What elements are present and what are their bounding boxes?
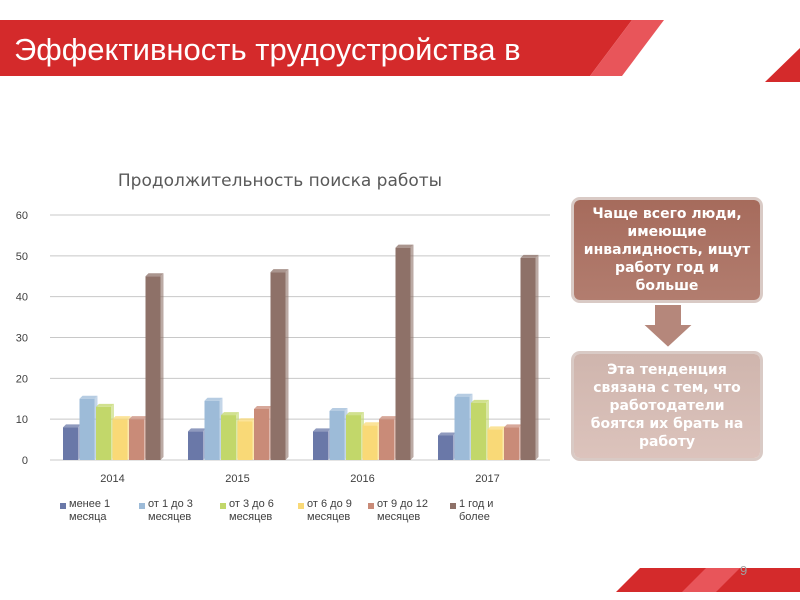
legend-label: от 6 до 9 месяцев <box>307 498 352 523</box>
bar <box>520 254 539 460</box>
callout-top: Чаще всего люди, имеющие инвалидность, и… <box>574 200 760 300</box>
legend-label: от 3 до 6 месяцев <box>229 498 274 523</box>
bar <box>254 405 272 460</box>
slide-title: Эффективность трудоустройства в <box>14 32 521 67</box>
legend-swatch <box>220 503 226 509</box>
down-arrow-icon <box>640 304 696 350</box>
y-tick-label: 0 <box>22 455 28 467</box>
callout-bottom: Эта тенденция связана с тем, что работод… <box>574 354 760 458</box>
y-tick-label: 40 <box>16 292 28 304</box>
footer-banner <box>616 568 800 592</box>
legend-swatch <box>450 503 456 509</box>
legend-label: от 9 до 12 месяцев <box>377 498 428 523</box>
bar <box>63 424 81 460</box>
bar <box>395 244 414 460</box>
y-tick-label: 60 <box>16 210 28 222</box>
bar <box>313 428 331 460</box>
bar-chart: 0 10 20 30 40 50 60 2014 2015 2016 2017 <box>16 210 550 485</box>
x-tick-label: 2015 <box>225 473 249 485</box>
x-tick-label: 2017 <box>475 473 499 485</box>
x-tick-label: 2014 <box>100 473 124 485</box>
legend-label: менее 1 месяца <box>69 498 111 523</box>
bar <box>346 412 364 460</box>
bar <box>204 397 223 460</box>
bar <box>487 426 506 460</box>
bar <box>188 428 206 460</box>
bar <box>112 416 131 460</box>
chart-title: Продолжительность поиска работы <box>117 171 443 191</box>
bar <box>454 393 473 460</box>
bar <box>438 432 456 460</box>
x-tick-label: 2016 <box>350 473 374 485</box>
bar <box>129 416 147 460</box>
legend-label: 1 год и более <box>459 498 494 523</box>
legend-swatch <box>139 503 145 509</box>
legend-swatch <box>368 503 374 509</box>
legend-swatch <box>298 503 304 509</box>
bar <box>237 418 256 460</box>
bar <box>504 424 522 460</box>
legend-label: от 1 до 3 месяцев <box>148 498 193 523</box>
y-tick-label: 10 <box>16 414 28 426</box>
page-number: 9 <box>740 563 748 578</box>
bar <box>362 422 381 460</box>
bar <box>221 412 239 460</box>
title-banner <box>0 20 800 82</box>
bar <box>96 403 114 460</box>
bar <box>145 273 164 460</box>
legend-swatch <box>60 503 66 509</box>
bar <box>471 399 489 460</box>
bar <box>379 416 397 460</box>
bar <box>270 269 289 460</box>
bar <box>329 408 348 460</box>
y-tick-label: 30 <box>16 333 28 345</box>
y-tick-label: 50 <box>16 251 28 263</box>
y-tick-label: 20 <box>16 373 28 385</box>
chart-legend: менее 1 месяца от 1 до 3 месяцев от 3 до 6… <box>60 498 500 548</box>
bar <box>79 395 98 460</box>
